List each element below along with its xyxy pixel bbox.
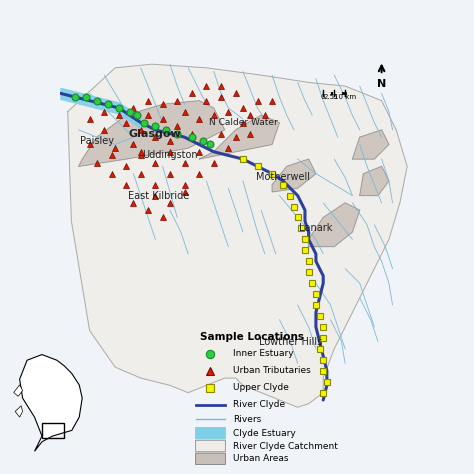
Text: N Calder Water: N Calder Water <box>209 118 277 127</box>
Text: Lowther Hills: Lowther Hills <box>259 337 322 346</box>
Polygon shape <box>79 100 225 166</box>
Text: Upper Clyde: Upper Clyde <box>233 383 289 392</box>
Text: 10 km: 10 km <box>334 94 356 100</box>
Polygon shape <box>309 203 360 246</box>
Polygon shape <box>360 166 389 196</box>
Polygon shape <box>14 385 23 396</box>
Bar <box>42 423 64 438</box>
Text: River Clyde Catchment: River Clyde Catchment <box>233 442 338 450</box>
Text: River Clyde: River Clyde <box>233 401 285 409</box>
Text: Clyde Estuary: Clyde Estuary <box>233 429 296 438</box>
Text: N: N <box>377 79 386 89</box>
Text: Uddingston: Uddingston <box>142 150 198 160</box>
Text: Lanark: Lanark <box>299 223 333 233</box>
Text: 0: 0 <box>321 94 326 100</box>
Polygon shape <box>199 115 279 159</box>
FancyBboxPatch shape <box>196 428 226 439</box>
Text: 2.5: 2.5 <box>323 94 334 100</box>
Text: Urban Areas: Urban Areas <box>233 455 289 463</box>
Text: Paisley: Paisley <box>80 136 114 146</box>
Text: Urban Tributaries: Urban Tributaries <box>233 366 311 375</box>
FancyBboxPatch shape <box>196 453 226 465</box>
Text: 5: 5 <box>332 94 337 100</box>
Polygon shape <box>19 355 82 451</box>
FancyBboxPatch shape <box>196 440 226 452</box>
Polygon shape <box>68 64 407 407</box>
Text: Inner Estuary: Inner Estuary <box>233 349 294 358</box>
Polygon shape <box>272 159 316 192</box>
Text: East Kilbride: East Kilbride <box>128 191 190 201</box>
Text: Motherwell: Motherwell <box>256 173 310 182</box>
Polygon shape <box>352 130 389 159</box>
Text: Rivers: Rivers <box>233 415 262 423</box>
Text: Sample Locations: Sample Locations <box>200 332 303 342</box>
Polygon shape <box>15 406 23 417</box>
Text: Glasgow: Glasgow <box>129 128 182 138</box>
